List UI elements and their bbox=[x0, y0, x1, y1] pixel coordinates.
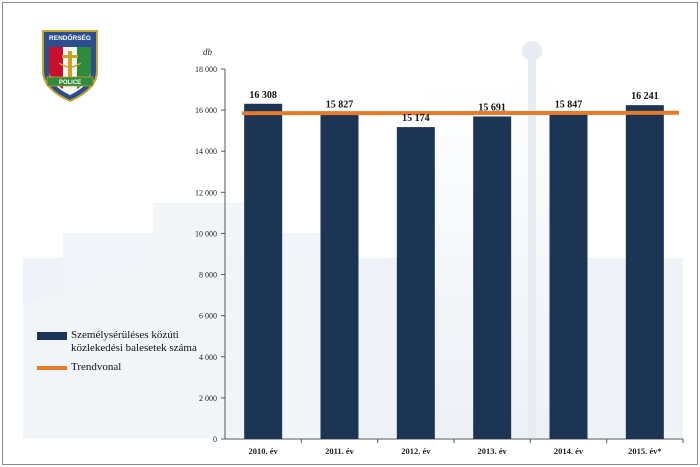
y-tick-label: 0 bbox=[213, 435, 217, 444]
y-tick-label: 14 000 bbox=[195, 147, 217, 156]
police-badge-icon: RENDŐRSÉG POLICE bbox=[42, 30, 98, 103]
legend-item-bars: Személysérüléses közúti közlekedési bale… bbox=[37, 329, 197, 355]
y-tick-label: 16 000 bbox=[195, 106, 217, 115]
y-tick-label: 12 000 bbox=[195, 188, 217, 197]
legend-bar-label: Személysérüléses közúti közlekedési bale… bbox=[71, 329, 197, 354]
bar bbox=[473, 116, 512, 440]
bar-value-label: 15 827 bbox=[326, 100, 354, 111]
y-tick-label: 6 000 bbox=[199, 312, 217, 321]
y-tick-label: 2 000 bbox=[199, 394, 217, 403]
legend-item-trend: Trendvonal bbox=[37, 361, 197, 374]
bar bbox=[244, 103, 283, 439]
y-tick-label: 10 000 bbox=[195, 229, 217, 238]
y-tick-label: 18 000 bbox=[195, 65, 217, 74]
badge-bottom-text: POLICE bbox=[59, 80, 81, 86]
y-tick-label: 8 000 bbox=[199, 271, 217, 280]
legend-bar-swatch bbox=[37, 332, 67, 340]
bar bbox=[320, 113, 359, 439]
y-axis-unit-label: db bbox=[203, 47, 213, 57]
chart-labels: 16 308 2010. év 15 827 2011. év 15 174 2012. … bbox=[249, 90, 662, 456]
chart-axes: 0 2 000 4 000 6 000 8 000 10 000 12 000 14 000 1… bbox=[195, 47, 684, 444]
legend: Személysérüléses közúti közlekedési bale… bbox=[37, 329, 197, 380]
bar-series bbox=[244, 103, 664, 440]
x-category-label: 2010. év bbox=[249, 446, 279, 456]
bar-value-label: 15 847 bbox=[555, 99, 583, 110]
y-tick-label: 4 000 bbox=[199, 353, 217, 362]
x-category-label: 2015. év* bbox=[628, 446, 662, 456]
x-category-label: 2011. év bbox=[325, 446, 355, 456]
x-category-label: 2013. év bbox=[478, 446, 508, 456]
badge-top-text: RENDŐRSÉG bbox=[49, 33, 91, 42]
bar bbox=[549, 113, 588, 440]
bar-chart: 0 2 000 4 000 6 000 8 000 10 000 12 000 14 000 1… bbox=[23, 41, 684, 456]
bar-value-label: 16 308 bbox=[249, 90, 277, 101]
bar-value-label: 16 241 bbox=[631, 91, 659, 102]
bar bbox=[396, 127, 435, 439]
x-category-label: 2014. év bbox=[554, 446, 584, 456]
bar-value-label: 15 691 bbox=[478, 102, 506, 113]
bar bbox=[625, 105, 664, 439]
legend-trend-label: Trendvonal bbox=[71, 361, 122, 373]
bar-value-label: 15 174 bbox=[402, 113, 430, 124]
x-category-label: 2012. év bbox=[401, 446, 431, 456]
legend-trend-swatch bbox=[37, 366, 67, 370]
